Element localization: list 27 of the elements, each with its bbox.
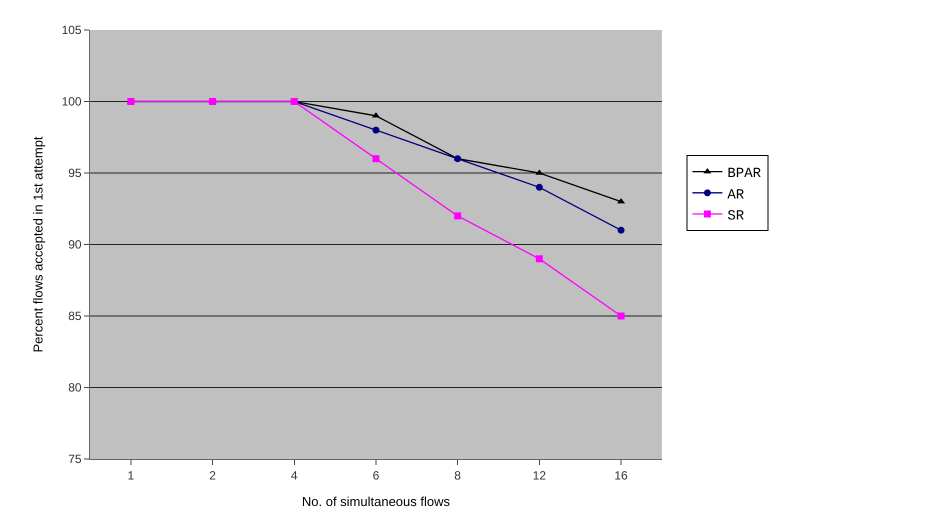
legend-label: AR <box>727 187 745 204</box>
point <box>536 255 543 262</box>
x-tick-label: 6 <box>372 468 380 482</box>
point <box>454 212 462 220</box>
legend-label: SR <box>727 208 745 224</box>
y-tick-label: 85 <box>68 309 82 324</box>
y-tick-label: 75 <box>68 452 82 466</box>
x-tick-label: 2 <box>209 468 216 482</box>
point <box>372 155 380 162</box>
x-tick-label: 1 <box>128 468 135 482</box>
point <box>536 184 543 191</box>
y-tick-label: 80 <box>68 380 82 395</box>
y-tick-label: 90 <box>68 238 82 252</box>
legend-label: BPAR <box>727 166 762 182</box>
y-axis-title: Percent flows accepted in 1st attempt <box>30 136 46 353</box>
x-tick-label: 4 <box>290 468 298 482</box>
x-tick-label: 16 <box>614 468 628 482</box>
x-axis-title: No. of simultaneous flows <box>302 494 451 509</box>
point <box>618 226 625 234</box>
point <box>618 312 625 320</box>
y-tick-label: 95 <box>68 166 82 180</box>
x-tick-label: 12 <box>532 468 546 482</box>
x-tick-label: 8 <box>454 468 462 482</box>
point <box>372 112 380 118</box>
y-tick-label: 100 <box>62 94 82 109</box>
point <box>372 126 380 134</box>
y-tick-label: 105 <box>62 23 82 38</box>
